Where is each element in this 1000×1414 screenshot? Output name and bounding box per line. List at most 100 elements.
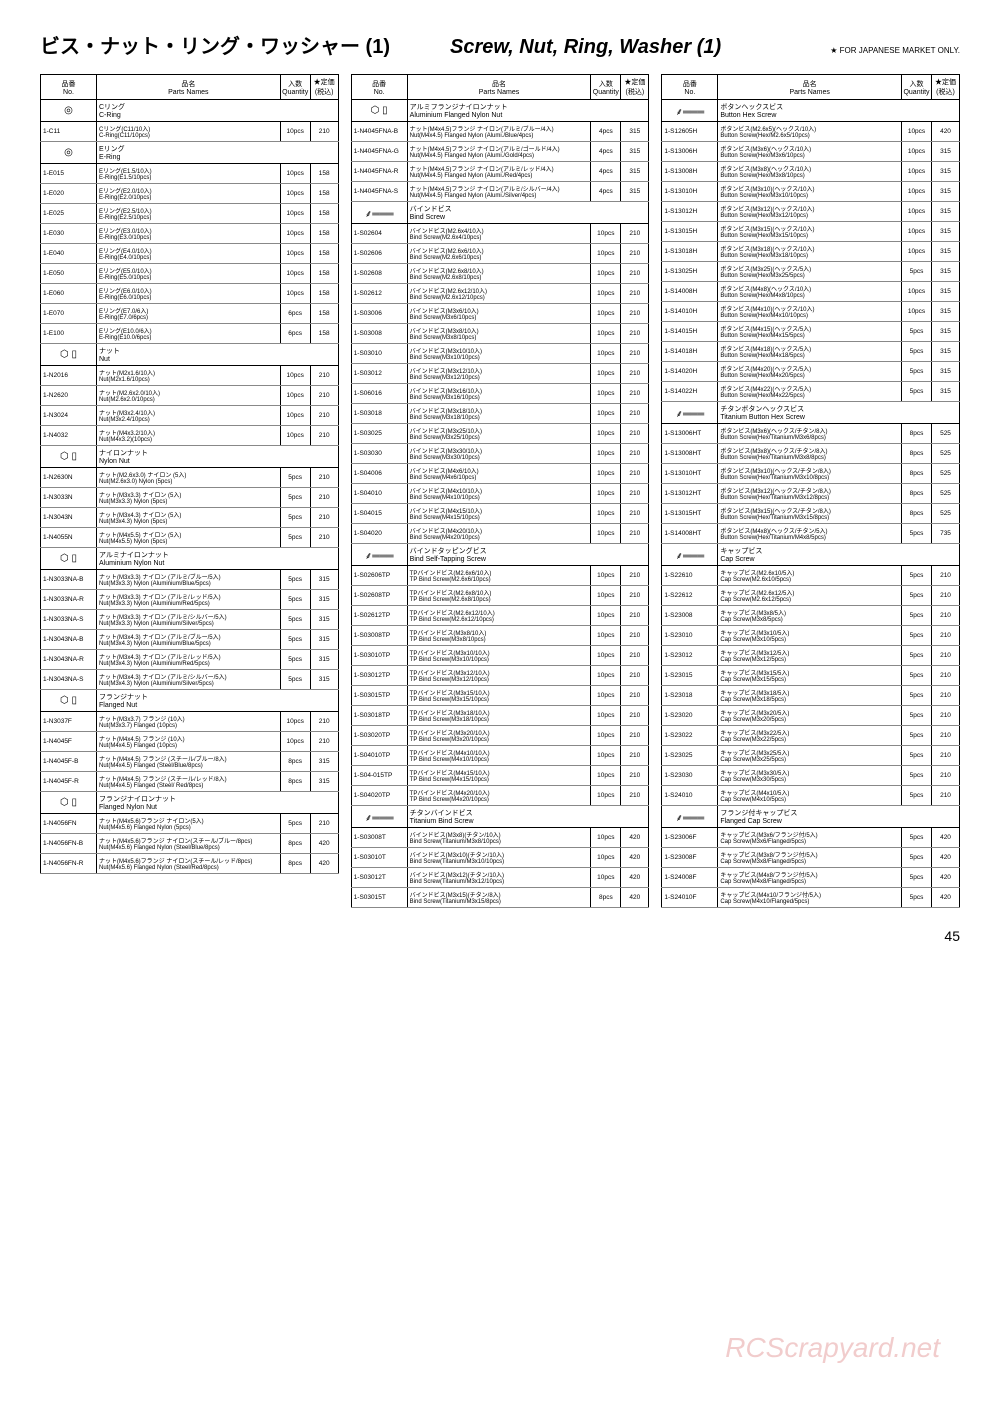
part-qty: 10pcs xyxy=(591,746,621,766)
table-row: 1-S03018TP TPバインドビス(M3x18/10入)TP Bind Sc… xyxy=(351,706,649,726)
part-price: 210 xyxy=(932,646,960,666)
table-row: 1-S03006 バインドビス(M3x6/10入)Bind Screw(M3x6… xyxy=(351,304,649,324)
part-no: 1-N4032 xyxy=(41,426,97,446)
part-no: 1-N3043NA-B xyxy=(41,630,97,650)
table-row: 1-S03010TP TPバインドビス(M3x10/10入)TP Bind Sc… xyxy=(351,646,649,666)
part-price: 315 xyxy=(621,122,649,142)
part-no: 1-S23022 xyxy=(662,726,718,746)
part-name: キャップビス(M3x20/5入)Cap Screw(M3x20/5pcs) xyxy=(718,706,902,726)
table-row: 1-S03020TP TPバインドビス(M3x20/10入)TP Bind Sc… xyxy=(351,726,649,746)
part-qty: 10pcs xyxy=(902,162,932,182)
part-no: 1-N3037F xyxy=(41,712,97,732)
part-name: ボタンビス(M4x20)(ヘックス/5入)Button Screw(Hex/M4… xyxy=(718,362,902,382)
part-qty: 10pcs xyxy=(591,686,621,706)
part-name: ナット(M3x4.3) ナイロン (アルミ/ブルー/5入)Nut(M3x4.3)… xyxy=(97,630,281,650)
section-icon: ⸙═══ xyxy=(662,544,718,566)
part-name: ナット(M3x3.3) ナイロン (アルミ/レッド/5入)Nut(M3x3.3)… xyxy=(97,590,281,610)
part-qty: 10pcs xyxy=(280,426,310,446)
part-no: 1-N4056FN-B xyxy=(41,834,97,854)
table-3: 品番No. 品名Parts Names 入数Quantity ★定価(税込) ⸙… xyxy=(661,74,960,908)
part-name: バインドビス(M3x30/10入)Bind Screw(M3x30/10pcs) xyxy=(407,444,591,464)
part-no: 1-N4045FNA-R xyxy=(351,162,407,182)
part-price: 315 xyxy=(621,182,649,202)
part-no: 1-S22612 xyxy=(662,586,718,606)
section-name: バインドタッピングビスBind Self-Tapping Screw xyxy=(407,544,649,566)
part-name: バインドビス(M4x6/10入)Bind Screw(M4x6/10pcs) xyxy=(407,464,591,484)
part-price: 315 xyxy=(932,382,960,402)
part-price: 210 xyxy=(932,706,960,726)
part-qty: 10pcs xyxy=(591,666,621,686)
table-row: 1-S04010TP TPバインドビス(M4x10/10入)TP Bind Sc… xyxy=(351,746,649,766)
section-name: フランジ付キャップビスFlanged Cap Screw xyxy=(718,806,960,828)
part-name: バインドビス(M3x6/10入)Bind Screw(M3x6/10pcs) xyxy=(407,304,591,324)
part-name: ボタンビス(M4x10)(ヘックス/10入)Button Screw(Hex/M… xyxy=(718,302,902,322)
table-row: 1-S13025H ボタンビス(M3x25)(ヘックス/5入)Button Sc… xyxy=(662,262,960,282)
part-qty: 10pcs xyxy=(591,424,621,444)
part-no: 1-E060 xyxy=(41,284,97,304)
section-name: チタンバインドビスTitanium Bind Screw xyxy=(407,806,649,828)
table-row: 1-N3043N ナット(M3x4.3) ナイロン (5入)Nut(M3x4.3… xyxy=(41,508,339,528)
table-row: 1-N4045FNA-B ナット(M4x4.5)フランジ ナイロン(アルミ/ブル… xyxy=(351,122,649,142)
part-name: ナット(M2x1.6/10入)Nut(M2x1.6/10pcs) xyxy=(97,366,281,386)
part-no: 1-S13008H xyxy=(662,162,718,182)
part-name: ボタンビス(M4x8)(ヘックス/チタン/5入)Button Screw(Hex… xyxy=(718,524,902,544)
part-name: キャップビス(M3x12/5入)Cap Screw(M3x12/5pcs) xyxy=(718,646,902,666)
part-no: 1-S13008HT xyxy=(662,444,718,464)
part-qty: 4pcs xyxy=(591,142,621,162)
table-row: 1-N4045F ナット(M4x4.5) フランジ (10入)Nut(M4x4.… xyxy=(41,732,339,752)
table-row: 1-S02608 バインドビス(M2.6x8/10入)Bind Screw(M2… xyxy=(351,264,649,284)
part-name: TPバインドビス(M3x18/10入)TP Bind Screw(M3x18/1… xyxy=(407,706,591,726)
part-qty: 10pcs xyxy=(902,242,932,262)
part-name: ボタンビス(M3x10)(ヘックス/10入)Button Screw(Hex/M… xyxy=(718,182,902,202)
section-icon: ◎ xyxy=(41,142,97,164)
part-price: 315 xyxy=(932,282,960,302)
section-header: ◎ EリングE-Ring xyxy=(41,142,339,164)
part-price: 210 xyxy=(932,726,960,746)
part-qty: 10pcs xyxy=(902,182,932,202)
part-qty: 10pcs xyxy=(591,566,621,586)
part-name: キャップビス(M4x10/5入)Cap Screw(M4x10/5pcs) xyxy=(718,786,902,806)
part-no: 1-S23006F xyxy=(662,828,718,848)
part-no: 1-S13012HT xyxy=(662,484,718,504)
table-row: 1-S03012 バインドビス(M3x12/10入)Bind Screw(M3x… xyxy=(351,364,649,384)
section-header: ⬡ ▯ アルミナイロンナットAluminium Nylon Nut xyxy=(41,548,339,570)
part-name: TPバインドビス(M3x8/10入)TP Bind Screw(M3x8/10p… xyxy=(407,626,591,646)
part-no: 1-S03008TP xyxy=(351,626,407,646)
table-row: 1-S22612 キャップビス(M2.6x12/5入)Cap Screw(M2.… xyxy=(662,586,960,606)
table-row: 1-N3043NA-R ナット(M3x4.3) ナイロン (アルミ/レッド/5入… xyxy=(41,650,339,670)
table-row: 1-S13018H ボタンビス(M3x18)(ヘックス/10入)Button S… xyxy=(662,242,960,262)
section-name: フランジナイロンナットFlanged Nylon Nut xyxy=(97,792,339,814)
part-price: 210 xyxy=(932,566,960,586)
part-qty: 5pcs xyxy=(280,528,310,548)
table-row: 1-S03008TP TPバインドビス(M3x8/10入)TP Bind Scr… xyxy=(351,626,649,646)
part-name: バインドビス(M2.6x12/10入)Bind Screw(M2.6x12/10… xyxy=(407,284,591,304)
part-name: キャップビス(M3x15/5入)Cap Screw(M3x15/5pcs) xyxy=(718,666,902,686)
part-price: 158 xyxy=(310,324,338,344)
section-name: EリングE-Ring xyxy=(97,142,339,164)
part-no: 1-N4056FN xyxy=(41,814,97,834)
part-no: 1-E030 xyxy=(41,224,97,244)
part-no: 1-S04010TP xyxy=(351,746,407,766)
part-qty: 10pcs xyxy=(280,244,310,264)
part-no: 1-N2620 xyxy=(41,386,97,406)
part-price: 210 xyxy=(310,712,338,732)
part-name: キャップビス(M3x10/5入)Cap Screw(M3x10/5pcs) xyxy=(718,626,902,646)
part-qty: 10pcs xyxy=(280,732,310,752)
part-qty: 5pcs xyxy=(280,670,310,690)
table-row: 1-S13008HT ボタンビス(M3x8)(ヘックス/チタン/8入)Butto… xyxy=(662,444,960,464)
part-price: 210 xyxy=(621,786,649,806)
part-price: 315 xyxy=(932,302,960,322)
part-name: ボタンビス(M3x18)(ヘックス/10入)Button Screw(Hex/M… xyxy=(718,242,902,262)
part-price: 315 xyxy=(932,322,960,342)
section-name: アルミフランジナイロンナットAluminium Flanged Nylon Nu… xyxy=(407,100,649,122)
table-row: 1-S06016 バインドビス(M3x16/10入)Bind Screw(M3x… xyxy=(351,384,649,404)
part-name: ナット(M2.6x3.0) ナイロン (5入)Nut(M2.6x3.0) Nyl… xyxy=(97,468,281,488)
title-en: Screw, Nut, Ring, Washer (1) xyxy=(450,36,721,59)
part-no: 1-N4056FN-R xyxy=(41,854,97,874)
part-no: 1-S02604 xyxy=(351,224,407,244)
section-header: ⸙═══ フランジ付キャップビスFlanged Cap Screw xyxy=(662,806,960,828)
part-name: キャップビス(M3x18/5入)Cap Screw(M3x18/5pcs) xyxy=(718,686,902,706)
part-qty: 10pcs xyxy=(591,484,621,504)
part-no: 1-S03012TP xyxy=(351,666,407,686)
column-3: 品番No. 品名Parts Names 入数Quantity ★定価(税込) ⸙… xyxy=(661,74,960,908)
